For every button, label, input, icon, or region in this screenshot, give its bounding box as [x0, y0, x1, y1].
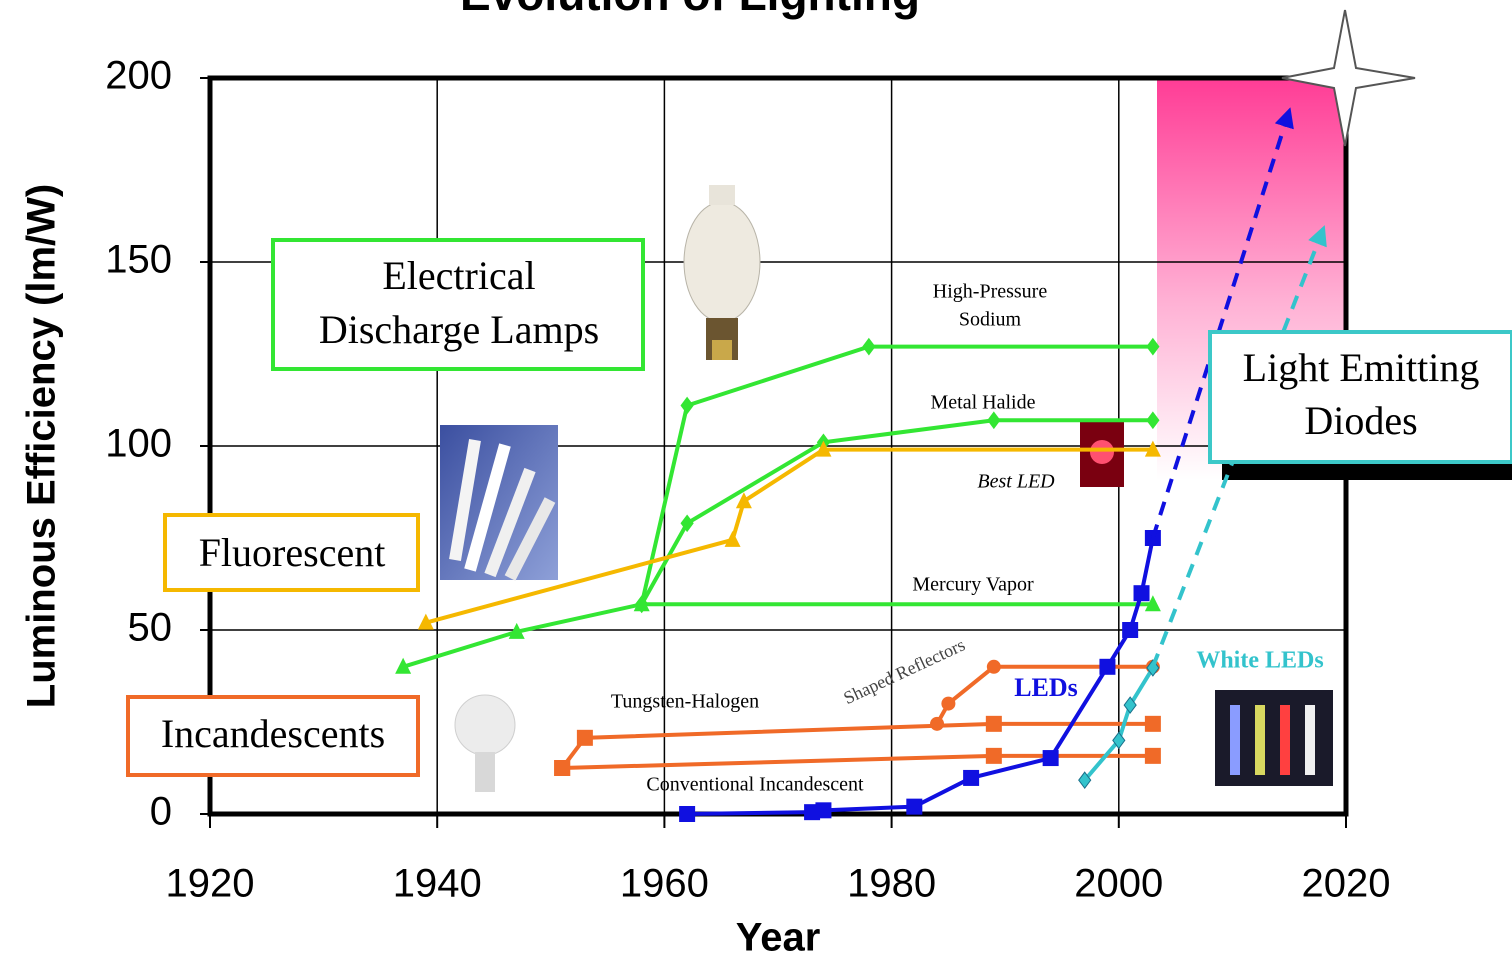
- y-axis-label: Luminous Efficiency (lm/W): [20, 184, 64, 708]
- annotation-text: Discharge Lamps: [319, 307, 599, 352]
- point: [985, 715, 1002, 732]
- point: [635, 595, 649, 614]
- annotation-text: Tungsten-Halogen: [611, 691, 759, 713]
- series-line: [639, 344, 1153, 605]
- annotation-box: [126, 695, 420, 777]
- point: [576, 729, 593, 746]
- point: [986, 659, 1001, 674]
- x-tick-label: 1960: [620, 862, 709, 906]
- point: [815, 802, 832, 819]
- annotation-text: Sodium: [959, 309, 1022, 331]
- annotation-text: Fluorescent: [199, 530, 386, 575]
- point: [1144, 715, 1161, 732]
- annotation-text: Diodes: [1304, 398, 1417, 443]
- series-line: [402, 602, 1153, 669]
- led-photo-image: [1215, 690, 1333, 786]
- y-tick-label: 150: [105, 238, 172, 282]
- x-axis-label: Year: [736, 916, 821, 960]
- point: [680, 514, 694, 533]
- point: [1123, 696, 1137, 714]
- y-tick-label: 50: [128, 606, 173, 650]
- annotation-text: White LEDs: [1196, 648, 1323, 674]
- point: [724, 530, 741, 547]
- point: [941, 696, 956, 711]
- point: [1144, 440, 1161, 457]
- point: [417, 613, 434, 630]
- hid-lamp-image: [683, 185, 761, 360]
- point: [554, 760, 571, 776]
- x-tick-label: 2000: [1074, 862, 1163, 906]
- point: [1078, 771, 1092, 789]
- point: [395, 657, 412, 674]
- point: [1144, 595, 1161, 612]
- annotation-box: [163, 513, 420, 592]
- annotation-text: LEDs: [1014, 673, 1078, 702]
- y-tick-label: 200: [105, 54, 172, 98]
- incandescent-image: [454, 694, 516, 792]
- led-chip-image: [1080, 420, 1124, 487]
- point: [1146, 411, 1160, 430]
- plot-layer: [395, 107, 1327, 822]
- point: [985, 747, 1002, 764]
- annotation-text: Best LED: [977, 471, 1055, 493]
- projection-line: [1150, 107, 1294, 539]
- projection-line: [1151, 225, 1327, 668]
- series-line: [562, 753, 1153, 770]
- point: [1133, 585, 1150, 602]
- point: [680, 396, 694, 415]
- annotation-text: Mercury Vapor: [912, 574, 1034, 596]
- point: [963, 769, 980, 786]
- annotation-text: Metal Halide: [931, 392, 1036, 414]
- chart-title: Evolution of Lighting: [460, 0, 920, 20]
- point: [679, 806, 696, 822]
- annotation-text: Light Emitting: [1243, 345, 1480, 390]
- point: [987, 411, 1001, 430]
- point: [906, 798, 923, 815]
- x-tick-label: 2020: [1302, 862, 1391, 906]
- annotation-text: Incandescents: [161, 711, 385, 756]
- series-line: [1083, 666, 1155, 782]
- point: [735, 492, 752, 509]
- point: [862, 337, 876, 356]
- annotation-layer: Electrical Discharge Lamps Fluorescent Inca…: [126, 238, 1512, 796]
- x-tick-label: 1920: [166, 862, 255, 906]
- x-tick-label: 1980: [847, 862, 936, 906]
- annotation-text: High-Pressure: [933, 281, 1048, 303]
- point: [1146, 337, 1160, 356]
- point: [1144, 747, 1161, 764]
- point: [1042, 750, 1059, 767]
- point: [508, 622, 525, 639]
- annotation-box: [271, 238, 645, 371]
- annotation-text: Electrical: [382, 253, 535, 298]
- series-line: [935, 664, 1153, 725]
- y-tick-label: 100: [105, 422, 172, 466]
- annotation-text: Conventional Incandescent: [646, 774, 864, 796]
- point: [815, 440, 832, 457]
- point: [1099, 658, 1116, 675]
- point: [930, 716, 945, 731]
- y-tick-label: 0: [150, 790, 172, 834]
- fluorescent-image: [440, 425, 558, 581]
- point: [1122, 622, 1139, 638]
- x-tick-label: 1940: [393, 862, 482, 906]
- point: [1112, 731, 1126, 750]
- annotation-box: [1208, 330, 1512, 464]
- star: [1281, 9, 1416, 147]
